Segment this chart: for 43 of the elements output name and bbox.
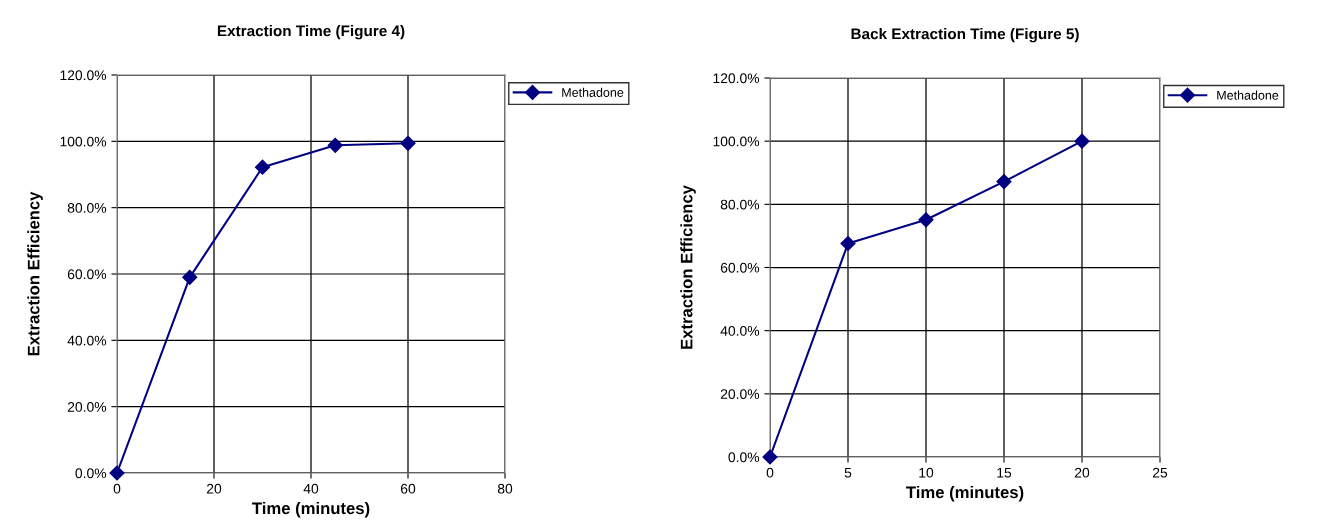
- x-tick-label: 20: [1074, 467, 1090, 478]
- legend-label: Methadone: [562, 87, 624, 97]
- point: [840, 235, 856, 252]
- x-tick-label: 0: [766, 467, 774, 478]
- point: [918, 212, 934, 228]
- y-tick-label: 40.0%: [720, 326, 760, 336]
- x-tick-label: 25: [1152, 467, 1168, 478]
- y-tick-label: 20.0%: [67, 402, 107, 412]
- y-tick-label: 0.0%: [728, 452, 760, 463]
- point: [182, 269, 198, 285]
- x-tick-label: 20: [206, 483, 222, 494]
- y-tick-label: 120.0%: [713, 73, 760, 84]
- point: [327, 137, 343, 153]
- y-axis-title: Extraction Efficiency: [27, 191, 43, 356]
- point: [1074, 133, 1090, 149]
- x-tick-label: 5: [844, 467, 852, 478]
- y-tick-label: 100.0%: [713, 136, 760, 147]
- y-tick-label: 80.0%: [67, 203, 107, 213]
- y-tick-label: 100.0%: [60, 136, 107, 147]
- x-tick-label: 40: [303, 483, 319, 494]
- point: [254, 159, 271, 175]
- y-tick-label: 0.0%: [75, 468, 107, 479]
- point: [109, 465, 125, 481]
- x-axis-title: Time (minutes): [252, 501, 370, 518]
- x-tick-label: 80: [497, 483, 513, 494]
- y-tick-label: 20.0%: [720, 389, 760, 399]
- chart-title: Extraction Time (Figure 4): [217, 25, 405, 40]
- y-tick-label: 120.0%: [60, 70, 107, 81]
- x-axis-title: Time (minutes): [906, 485, 1024, 502]
- chart-title: Back Extraction Time (Figure 5): [851, 28, 1079, 43]
- point: [996, 174, 1012, 190]
- x-tick-label: 15: [997, 467, 1012, 478]
- y-axis-title: Extraction Efficiency: [680, 185, 696, 349]
- x-tick-label: 60: [400, 483, 416, 494]
- y-tick-label: 40.0%: [67, 335, 107, 346]
- y-tick-label: 60.0%: [67, 269, 107, 280]
- point: [400, 135, 416, 151]
- x-tick-label: 0: [113, 483, 121, 494]
- y-tick-label: 60.0%: [720, 262, 760, 273]
- y-tick-label: 80.0%: [720, 199, 760, 210]
- x-tick-label: 10: [919, 467, 934, 478]
- legend-label: Methadone: [1217, 90, 1279, 100]
- point: [762, 449, 778, 465]
